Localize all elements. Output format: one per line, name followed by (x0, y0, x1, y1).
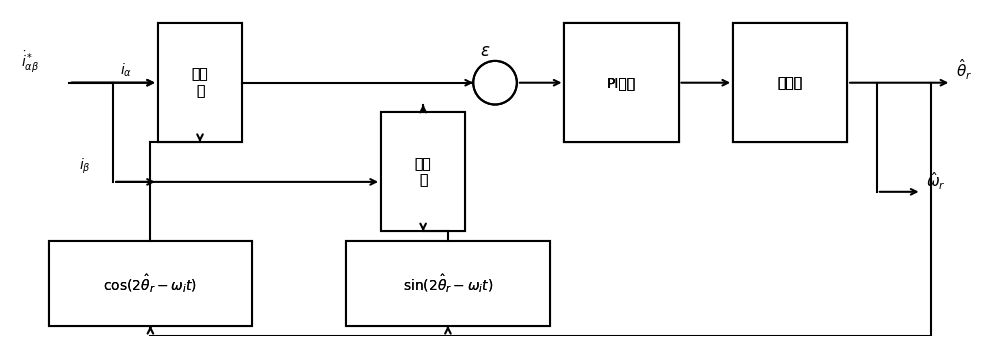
Text: PI控制: PI控制 (607, 76, 636, 90)
Bar (381, 113, 465, 232)
Bar (381, 113, 465, 232)
Bar (158, 23, 242, 142)
Text: 积分器: 积分器 (778, 76, 803, 90)
Text: 乘法
器: 乘法 器 (192, 68, 208, 98)
Text: 积分器: 积分器 (778, 76, 803, 90)
Text: $\cos(2\hat{\theta}_r-\omega_i t)$: $\cos(2\hat{\theta}_r-\omega_i t)$ (103, 272, 197, 295)
Text: $\sin(2\hat{\theta}_r-\omega_i t)$: $\sin(2\hat{\theta}_r-\omega_i t)$ (403, 272, 493, 295)
Text: 积分器: 积分器 (778, 76, 803, 90)
Text: 乘法
器: 乘法 器 (192, 68, 208, 98)
Text: $\dot{i}^*_{\alpha\beta}$: $\dot{i}^*_{\alpha\beta}$ (21, 49, 39, 75)
Text: $\hat{\omega}_r$: $\hat{\omega}_r$ (926, 170, 946, 191)
Bar (158, 23, 242, 142)
Text: $\varepsilon$: $\varepsilon$ (480, 42, 491, 60)
Text: 乘法
器: 乘法 器 (415, 157, 432, 187)
Bar (733, 23, 847, 142)
Bar (564, 23, 679, 142)
Text: $\hat{\theta}_r$: $\hat{\theta}_r$ (956, 58, 973, 83)
Bar (49, 241, 252, 326)
Bar (733, 23, 847, 142)
Text: PI控制: PI控制 (607, 76, 636, 90)
Text: $\sin(2\hat{\theta}_r-\omega_i t)$: $\sin(2\hat{\theta}_r-\omega_i t)$ (403, 272, 493, 295)
Bar (49, 241, 252, 326)
Bar (564, 23, 679, 142)
Text: $i_\alpha$: $i_\alpha$ (120, 62, 132, 79)
Bar (346, 241, 550, 326)
Text: PI控制: PI控制 (607, 76, 636, 90)
Text: $i_\beta$: $i_\beta$ (79, 157, 90, 176)
Bar (564, 23, 679, 142)
Bar (733, 23, 847, 142)
Text: 乘法
器: 乘法 器 (415, 157, 432, 187)
Text: $\cos(2\hat{\theta}_r-\omega_i t)$: $\cos(2\hat{\theta}_r-\omega_i t)$ (103, 272, 197, 295)
Bar (346, 241, 550, 326)
